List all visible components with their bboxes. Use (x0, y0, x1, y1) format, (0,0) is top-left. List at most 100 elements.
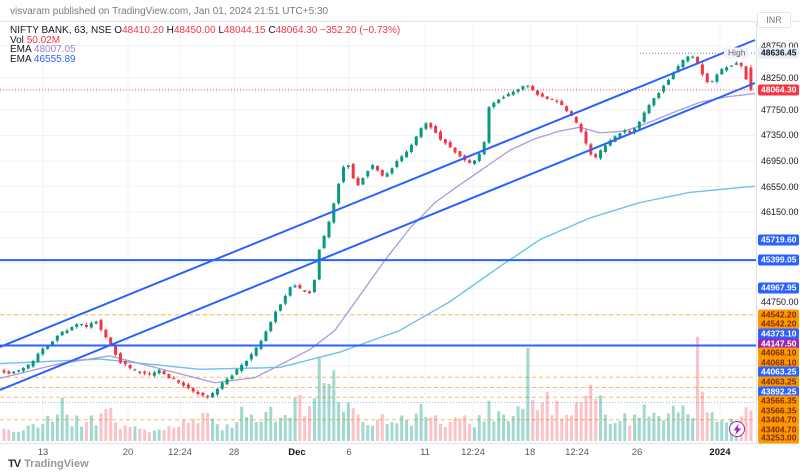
legend-open-value: 48410.20 (122, 25, 164, 36)
candle-body (652, 98, 656, 106)
publish-info-text: visvaram published on TradingView.com, J… (10, 6, 329, 17)
volume-bar (637, 417, 641, 441)
candle-body (744, 66, 748, 80)
candle-body (366, 170, 370, 177)
volume-bar (565, 414, 569, 441)
price-level-badge-orange: 43404.70 (758, 424, 800, 436)
legend-volume-row: Vol 50.02M (10, 35, 400, 46)
volume-bar (167, 425, 171, 441)
volume-bar (148, 432, 151, 441)
volume-bar (361, 422, 365, 441)
candle-body (346, 165, 350, 168)
volume-bar (65, 414, 69, 441)
candle-body (443, 139, 447, 144)
session-high-pill: High (724, 47, 750, 59)
volume-bar (356, 414, 360, 441)
candle-body (662, 85, 666, 92)
candle-body (206, 395, 210, 398)
candle-body (439, 131, 442, 140)
candle-body (123, 361, 127, 365)
volume-bar (186, 422, 190, 441)
candle-body (80, 324, 84, 326)
volume-bar (536, 410, 539, 441)
time-axis-label: 26 (631, 447, 643, 458)
volume-bar (613, 422, 617, 441)
candle-body (240, 364, 244, 372)
tradingview-logo[interactable]: TV TradingView (8, 458, 89, 470)
candle-body (337, 183, 341, 204)
volume-bar (603, 414, 607, 441)
volume-bar (506, 421, 510, 441)
candle-body (400, 156, 404, 162)
volume-bar (725, 422, 729, 441)
candle-body (550, 98, 554, 100)
legend-close-value: 48064.30 (275, 25, 318, 36)
volume-bar (230, 427, 234, 441)
price-chart-canvas[interactable] (0, 22, 756, 443)
candle-body (201, 392, 205, 396)
candle-body (555, 100, 559, 102)
price-level-badge-blue: 45399.05 (758, 254, 800, 266)
candle-body (196, 391, 200, 395)
volume-bar (181, 419, 185, 441)
legend-symbol: NIFTY BANK, 63, NSE (10, 25, 112, 36)
volume-bar (647, 416, 651, 441)
volume-bar (676, 412, 680, 441)
candle-body (676, 66, 680, 73)
candle-body (492, 102, 496, 108)
candle-body (254, 347, 258, 356)
volume-bar (628, 425, 632, 441)
candle-body (409, 144, 413, 152)
candle-body (31, 361, 35, 367)
volume-bar (288, 417, 292, 441)
price-axis[interactable]: 48750.00 48250.00 47750.00 47350.00 46950.00… (756, 22, 800, 444)
candle-body (579, 124, 583, 132)
trend-channel-line[interactable] (0, 39, 756, 348)
volume-bar (579, 402, 583, 441)
volume-bar (269, 406, 273, 441)
legend-ema-fast-row: EMA 48007.05 (10, 45, 400, 55)
candle-body (434, 126, 438, 133)
candle-body (157, 370, 161, 374)
price-level-badge-orange: 44068.10 (758, 357, 800, 369)
candle-body (545, 96, 549, 99)
candle-body (637, 121, 641, 129)
volume-bar (206, 412, 210, 441)
price-axis-tick: 48750.00 (761, 41, 799, 51)
time-axis[interactable]: 13 20 12:24 28 Dec 6 11 12:24 18 12:24 26 2024 (0, 443, 800, 458)
trend-channel-line[interactable] (0, 82, 756, 391)
volume-bar (409, 425, 413, 441)
candle-body (453, 147, 457, 153)
volume-bar (623, 413, 627, 441)
candle-body (511, 91, 515, 95)
volume-bar (215, 424, 219, 441)
volume-bar (434, 415, 438, 441)
candle-body (565, 106, 569, 112)
volume-bar (550, 415, 554, 441)
chart-svg (0, 22, 756, 443)
volume-bar (691, 418, 695, 441)
tradingview-monogram-icon: TV (8, 458, 21, 470)
volume-bar (439, 424, 442, 441)
currency-button[interactable]: INR (757, 12, 791, 28)
candle-body (269, 321, 273, 332)
candle-body (327, 221, 331, 238)
candle-body (666, 79, 670, 85)
candle-body (114, 346, 118, 355)
flash-icon-button[interactable] (729, 421, 745, 437)
volume-bar (196, 423, 200, 441)
volume-bar (390, 422, 394, 441)
price-level-badge-blue: 44063.25 (758, 366, 800, 378)
candle-body (734, 63, 738, 65)
volume-bar (235, 422, 239, 441)
candle-body (245, 360, 248, 366)
candle-body (560, 101, 564, 106)
volume-bar (405, 420, 409, 441)
candle-body (99, 320, 103, 330)
volume-bar (594, 398, 598, 441)
candle-body (618, 133, 622, 138)
candle-body (51, 341, 54, 346)
candle-body (424, 123, 428, 129)
volume-bar (249, 414, 253, 441)
volume-bar (618, 421, 622, 441)
